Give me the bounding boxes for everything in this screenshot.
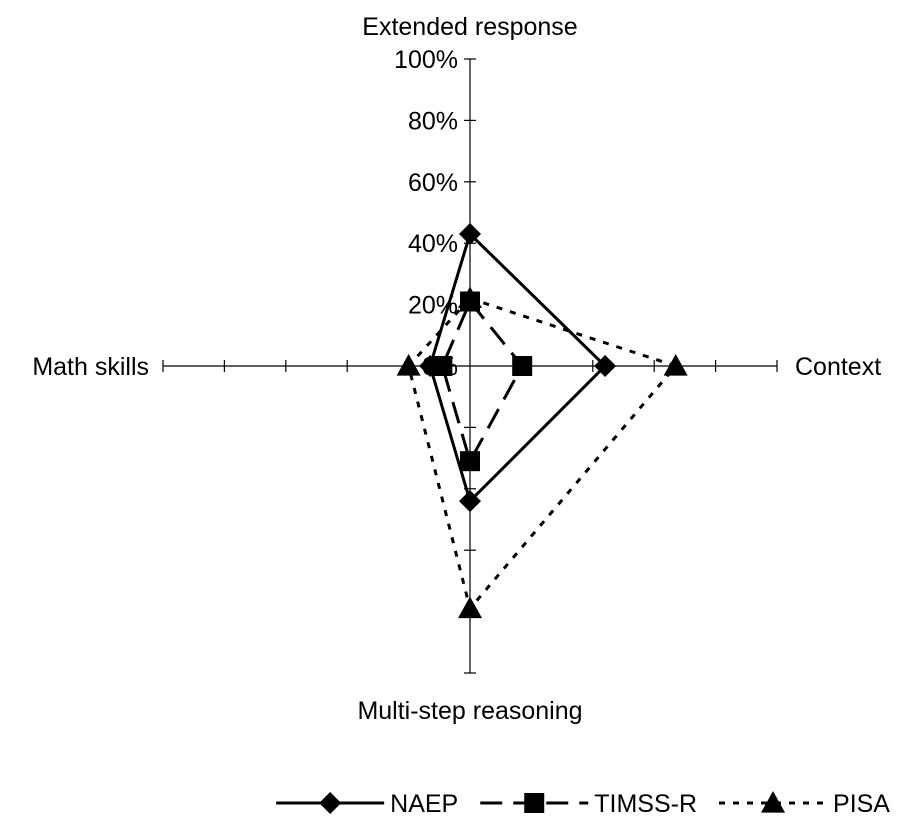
point-pisa-context <box>663 354 688 376</box>
legend-marker-square <box>524 793 545 813</box>
tick-label: 100% <box>394 46 458 74</box>
point-naep-extended-response <box>459 222 481 245</box>
legend-item-pisa: PISA <box>719 790 890 818</box>
series-layer <box>396 222 688 619</box>
radar-axes <box>163 59 777 673</box>
point-pisa-extended-response <box>458 286 482 309</box>
legend-marker-diamond <box>319 792 342 814</box>
axis-labels: Extended response Context Multi-step reaso… <box>32 13 881 725</box>
axis-label-multi-step-reasoning: Multi-step reasoning <box>357 697 582 725</box>
point-timss-r-multi-step-reasoning <box>460 451 480 472</box>
axis-label-extended-response: Extended response <box>362 13 577 41</box>
tick-label: 40% <box>408 230 458 258</box>
legend-label: TIMSS-R <box>594 790 697 818</box>
series-line-timss-r <box>440 298 524 466</box>
point-pisa-math-skills <box>396 354 421 376</box>
legend: PISA TIMSS-R NAEP <box>276 790 890 818</box>
legend-item-naep: NAEP <box>276 790 458 818</box>
series-naep <box>419 222 617 513</box>
tick-labels: 0%20%40%60%80%100% <box>394 46 458 381</box>
axis-label-math-skills: Math skills <box>32 353 149 381</box>
tick-label: 80% <box>408 107 458 135</box>
point-pisa-multi-step-reasoning <box>458 596 482 619</box>
legend-marker-triangle <box>761 791 786 813</box>
legend-item-timss-r: TIMSS-R <box>480 790 697 818</box>
series-line-pisa <box>406 296 679 612</box>
series-pisa <box>396 286 688 619</box>
axis-label-context: Context <box>795 353 881 381</box>
tick-label: 60% <box>408 169 458 197</box>
point-naep-context <box>594 355 617 377</box>
legend-label: NAEP <box>390 790 458 818</box>
point-timss-r-math-skills <box>432 356 453 376</box>
point-naep-multi-step-reasoning <box>459 490 481 513</box>
point-timss-r-context <box>512 356 533 376</box>
legend-label: PISA <box>833 790 890 818</box>
